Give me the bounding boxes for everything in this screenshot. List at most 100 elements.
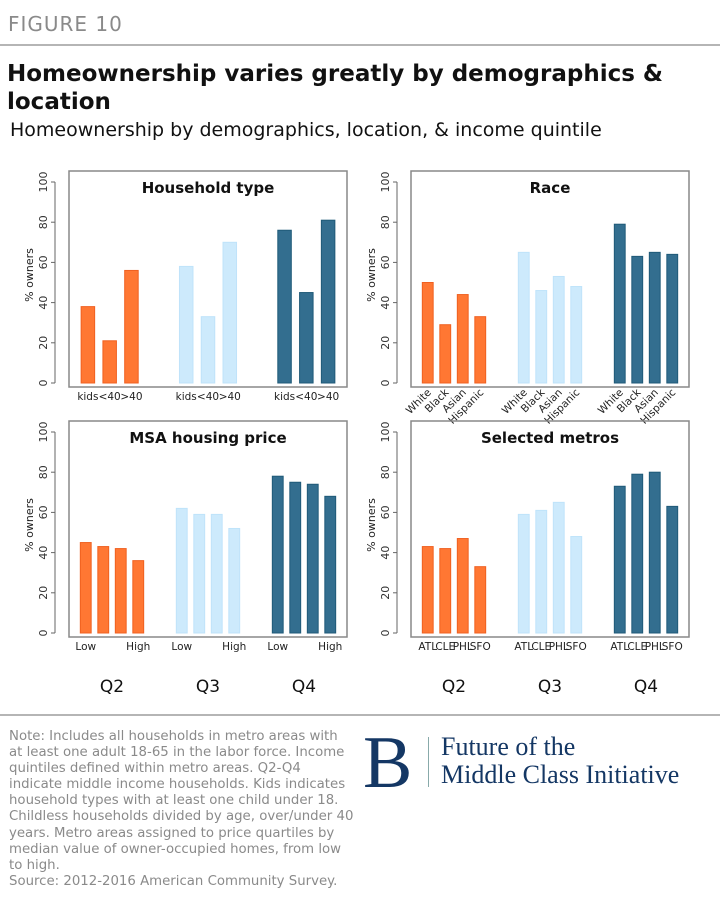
y-tick-label: 20 [37,586,50,600]
plot-frame [410,420,690,638]
x-tick-label: kids [176,391,197,403]
y-tick-label: 80 [37,465,50,479]
x-tick-label: CLE [531,641,551,653]
y-tick-label: 40 [379,296,392,310]
chart-title: Race [530,179,571,197]
quintile-label: Q4 [292,677,316,697]
x-tick-label: <40 [295,391,317,403]
bar-q3 [552,275,565,384]
x-tick-label: High [126,641,150,653]
x-tick-label: Low [75,641,96,653]
bar-q4 [648,471,661,634]
bar-q2 [474,316,487,384]
initiative-line-1: Future of the [441,732,576,761]
bar-q3 [517,513,530,634]
x-tick-label: <40 [99,391,121,403]
bar-q3 [200,316,216,384]
y-tick-label: 100 [37,422,50,443]
logo-separator [428,737,429,787]
x-tick-label: High [318,641,342,653]
x-tick-label: CLE [627,641,647,653]
bar-q2 [456,294,469,384]
y-axis-label: % owners [23,498,36,552]
bar-q3 [210,513,223,634]
page-title: Homeownership varies greatly by demograp… [7,61,663,115]
x-tick-label: <40 [197,391,219,403]
bar-q4 [289,481,302,634]
bar-q3 [175,507,188,634]
footnote: Note: Includes all households in metro a… [9,729,354,890]
bar-q2 [102,340,117,384]
brookings-logo-icon: B [363,722,413,804]
x-tick-label: >40 [317,391,339,403]
y-tick-label: 100 [379,172,392,193]
page-subtitle: Homeownership by demographics, location,… [10,119,602,141]
bar-q4 [631,473,644,634]
chart-msa-housing-price: 0 20 40 60 80 100 % owners MSA housing price Low… [20,415,360,699]
initiative-name: Future of the Middle Class Initiative [441,733,679,789]
y-tick-label: 0 [379,380,392,387]
y-axis-label: % owners [23,248,36,302]
bar-q4 [613,223,626,384]
plot-frame [68,170,348,388]
x-tick-label: kids [77,391,98,403]
bar-q3 [535,509,548,634]
plot-frame [410,170,690,388]
bar-q4 [666,253,679,384]
bar-q4 [666,505,679,634]
y-tick-label: 20 [37,336,50,350]
x-tick-label: ATL [418,641,437,653]
bar-q3 [552,501,565,634]
y-tick-label: 60 [379,505,392,519]
bar-q4 [320,219,336,384]
bar-q3 [570,286,583,384]
bar-q4 [648,251,661,384]
bar-q4 [277,229,292,384]
x-tick-label: kids [274,391,295,403]
x-tick-label: SFO [662,641,683,653]
y-tick-label: 40 [379,546,392,560]
bar-q3 [193,513,206,634]
chart-title: Household type [142,179,275,197]
x-tick-label: Low [267,641,288,653]
bar-q2 [80,306,96,384]
x-tick-label: CLE [435,641,455,653]
bar-q4 [324,495,337,634]
bar-q2 [474,566,487,634]
y-tick-label: 20 [379,336,392,350]
chart-selected-metros: 0 20 40 60 80 100% owners Selected metros ATL CL… [362,415,702,699]
y-axis-label: % owners [365,248,378,302]
x-tick-label: SFO [566,641,587,653]
x-tick-label: SFO [470,641,491,653]
bar-q2 [439,548,452,634]
x-tick-label: PHL [549,641,569,653]
y-tick-label: 80 [379,215,392,229]
bar-q3 [228,527,241,634]
x-tick-label: >40 [120,391,142,403]
bar-q4 [271,475,284,634]
chart-household-type: 0 20 40 60 80 100% owners Household type kids <4… [20,165,360,449]
quintile-label: Q2 [442,677,466,697]
bar-q3 [570,536,583,634]
y-tick-label: 80 [379,465,392,479]
quintile-label: Q3 [538,677,562,697]
note-text: Note: Includes all households in metro a… [9,729,354,873]
initiative-line-2: Middle Class Initiative [441,760,680,789]
bar-q3 [535,290,548,384]
plot-frame [68,420,348,638]
bar-q3 [178,265,194,384]
y-axis-label: % owners [365,498,378,552]
y-tick-label: 100 [379,422,392,443]
x-tick-label: PHL [645,641,665,653]
bar-q4 [306,483,319,634]
bar-q2 [421,282,434,384]
x-tick-label: ATL [514,641,533,653]
bar-q2 [439,324,452,384]
y-tick-label: 0 [379,630,392,637]
quintile-label: Q4 [634,677,658,697]
bar-q4 [613,485,626,634]
y-tick-label: 80 [37,215,50,229]
bar-q2 [124,269,139,384]
